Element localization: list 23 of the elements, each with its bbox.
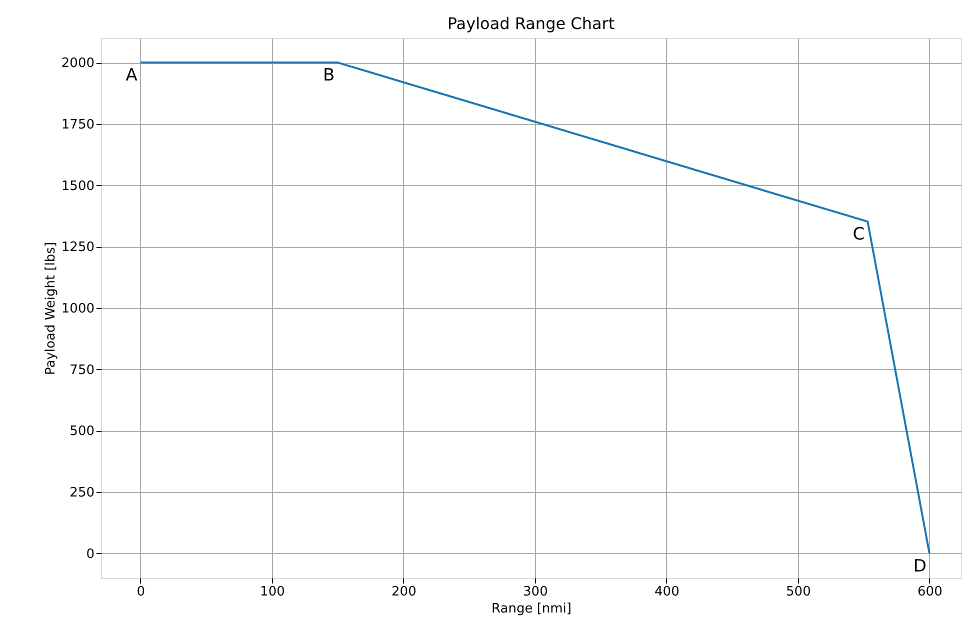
y-tick-label: 500: [70, 424, 94, 440]
x-axis-title: Range [nmi]: [492, 602, 572, 616]
x-tick-label: 200: [392, 584, 416, 600]
y-tick-label: 1500: [61, 178, 94, 194]
y-tick-label: 0: [86, 546, 94, 562]
y-tick-label: 250: [70, 486, 94, 501]
x-tick-label: 300: [523, 584, 548, 600]
chart-title: Payload Range Chart: [447, 14, 615, 33]
y-axis-title: Payload Weight [lbs]: [43, 242, 58, 376]
y-tick-label: 1000: [61, 302, 94, 316]
x-tick-label: 600: [918, 584, 942, 600]
x-tick-label: 0: [136, 584, 146, 600]
x-tick-label: 500: [786, 584, 811, 600]
annotation: D: [913, 556, 926, 576]
x-tick-label: 100: [260, 584, 285, 600]
annotation: B: [323, 66, 335, 86]
y-tick-label: 1250: [61, 240, 94, 256]
annotation: C: [852, 224, 865, 245]
y-tick-label: 1750: [61, 117, 94, 132]
y-tick-label: 2000: [61, 56, 94, 72]
x-tick-label: 400: [654, 584, 680, 600]
annotation: A: [126, 66, 138, 86]
y-tick-label: 750: [70, 362, 94, 378]
